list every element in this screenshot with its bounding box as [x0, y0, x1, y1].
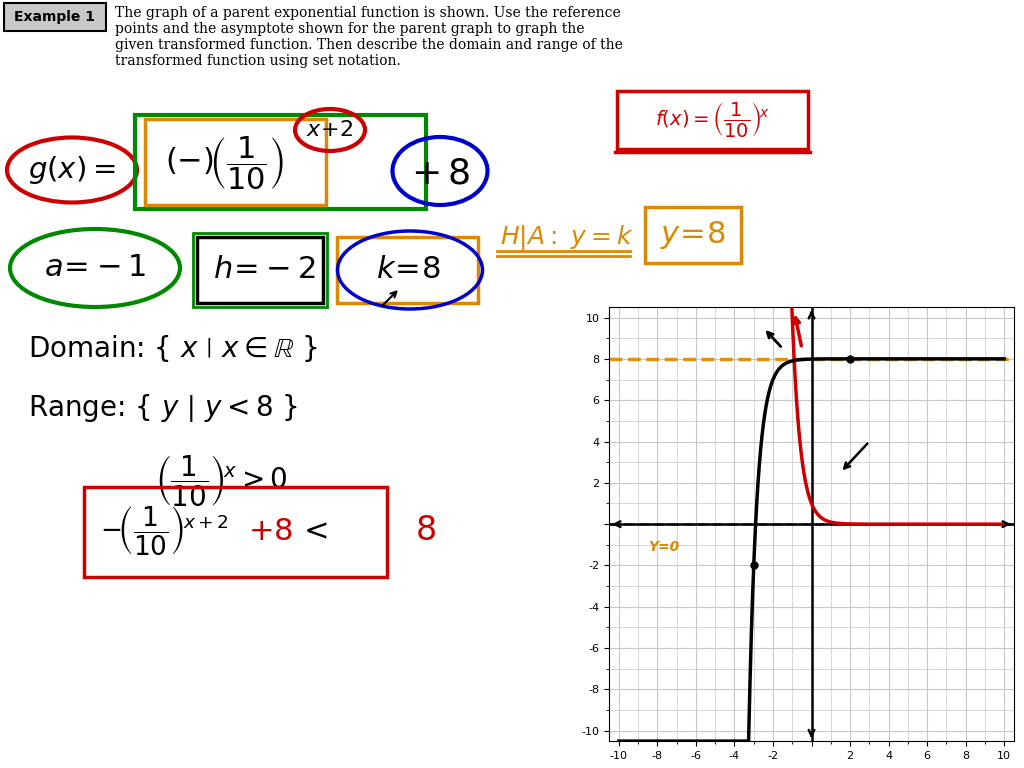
Text: $-\!\left(\dfrac{1}{10}\right)^{\!x+2}$: $-\!\left(\dfrac{1}{10}\right)^{\!x+2}$	[100, 505, 228, 558]
Text: $y\!=\!8$: $y\!=\!8$	[660, 219, 726, 251]
Text: $k\!=\!8$: $k\!=\!8$	[376, 256, 440, 284]
Text: $x\!+\!2$: $x\!+\!2$	[306, 120, 354, 140]
Text: Domain: $\left\{\ x\ \middle|\ x\in\mathbb{R}\ \right\}$: Domain: $\left\{\ x\ \middle|\ x\in\math…	[28, 333, 317, 363]
Text: $a\!=\!-1$: $a\!=\!-1$	[44, 253, 146, 283]
Text: $h\!=\!-2$: $h\!=\!-2$	[213, 256, 315, 284]
Text: Y=0: Y=0	[648, 540, 679, 554]
Text: $H|A:\ y=k$: $H|A:\ y=k$	[500, 223, 634, 253]
Text: points and the asymptote shown for the parent graph to graph the: points and the asymptote shown for the p…	[115, 22, 585, 36]
Text: $f(x)=\left(\dfrac{1}{10}\right)^{\!x}$: $f(x)=\left(\dfrac{1}{10}\right)^{\!x}$	[654, 101, 769, 140]
Text: $g(x)=$: $g(x)=$	[29, 154, 116, 186]
Text: $+8$: $+8$	[248, 517, 293, 545]
Text: $+\,8$: $+\,8$	[411, 156, 469, 190]
Text: $8$: $8$	[415, 515, 436, 548]
Text: The graph of a parent exponential function is shown. Use the reference: The graph of a parent exponential functi…	[115, 6, 621, 20]
Text: $(-)\!\left(\dfrac{1}{10}\right)$: $(-)\!\left(\dfrac{1}{10}\right)$	[165, 134, 285, 192]
Text: given transformed function. Then describe the domain and range of the: given transformed function. Then describ…	[115, 38, 623, 52]
Text: transformed function using set notation.: transformed function using set notation.	[115, 54, 400, 68]
FancyBboxPatch shape	[4, 3, 106, 31]
Text: Example 1: Example 1	[14, 10, 95, 24]
Text: $\left(\dfrac{1}{10}\right)^{\!x} > 0$: $\left(\dfrac{1}{10}\right)^{\!x} > 0$	[155, 452, 288, 508]
Text: $<$: $<$	[298, 517, 329, 545]
Text: Range: $\left\{\ y\ \middle|\ y<8\ \right\}$: Range: $\left\{\ y\ \middle|\ y<8\ \righ…	[28, 392, 298, 424]
